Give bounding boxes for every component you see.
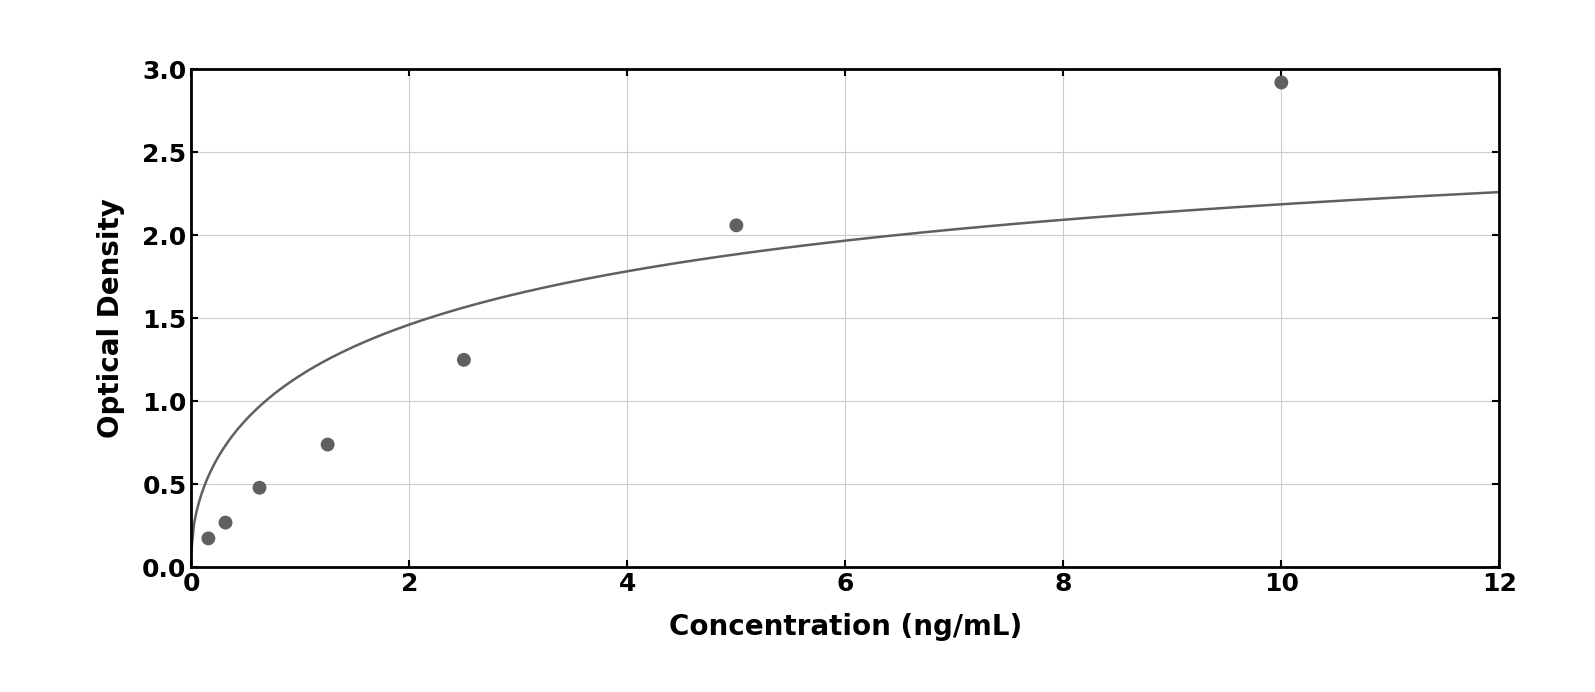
Point [212,517,238,528]
Point [247,482,273,493]
Point [1268,77,1294,88]
Y-axis label: Optical Density: Optical Density [97,199,126,438]
Point [724,220,750,231]
Point [196,533,222,544]
X-axis label: Concentration (ng/mL): Concentration (ng/mL) [668,613,1022,641]
Point [451,354,477,365]
Point [314,439,340,450]
